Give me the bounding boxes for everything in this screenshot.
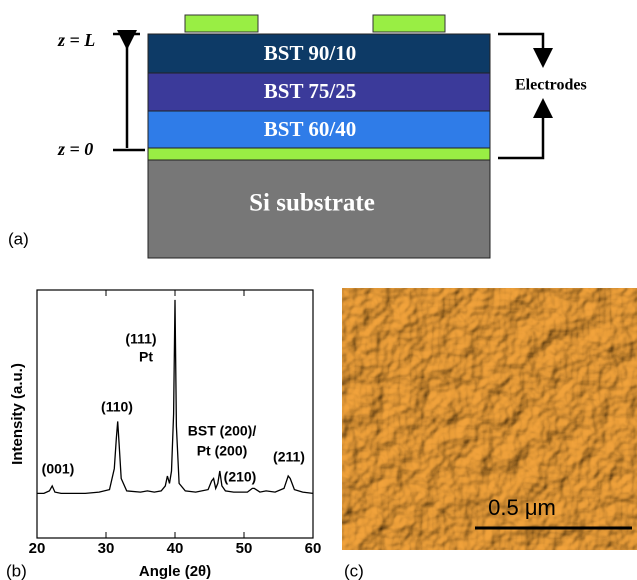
xrd-line [37, 300, 313, 494]
panel-label: (c) [344, 561, 364, 580]
electrodes-label: Electrodes [515, 77, 587, 94]
electrode-bracket [498, 34, 543, 158]
x-axis-label: Angle (2θ) [139, 563, 211, 580]
peak-label: BST (200)/ [188, 423, 257, 439]
peak-label: Pt [139, 349, 153, 365]
x-tick-label: 30 [98, 540, 115, 557]
y-axis-label: Intensity (a.u.) [9, 363, 26, 465]
layer-label: BST 75/25 [264, 79, 356, 103]
layer-label: Si substrate [249, 190, 375, 217]
x-tick-label: 50 [236, 540, 253, 557]
scale-bar-label: 0.5 μm [488, 495, 556, 520]
peak-label: (211) [273, 449, 305, 465]
peak-label: (001) [42, 461, 75, 477]
x-tick-label: 20 [29, 540, 46, 557]
peak-label: (111) [125, 331, 156, 347]
peak-label: Pt (200) [197, 443, 248, 459]
figure: BST 90/10 BST 75/25 BST 60/40 Si substra… [0, 0, 637, 580]
layer-label: BST 90/10 [264, 41, 356, 65]
panel-label: (a) [8, 229, 29, 248]
electrode [185, 15, 258, 32]
layer-label: BST 60/40 [264, 117, 356, 141]
peak-label: (210) [224, 469, 257, 485]
panel-label: (b) [6, 561, 27, 580]
z-label: z = L [57, 30, 95, 50]
electrode [373, 15, 445, 32]
x-tick-label: 40 [167, 540, 184, 557]
x-tick-label: 60 [305, 540, 322, 557]
z-label: z = 0 [57, 139, 93, 159]
z-axis [113, 34, 145, 150]
xrd-chart: Angle (2θ) Intensity (a.u.) 20 30 40 50 60 (0… [9, 290, 321, 580]
bottom-electrode [148, 148, 490, 160]
peak-label: (110) [101, 399, 133, 415]
